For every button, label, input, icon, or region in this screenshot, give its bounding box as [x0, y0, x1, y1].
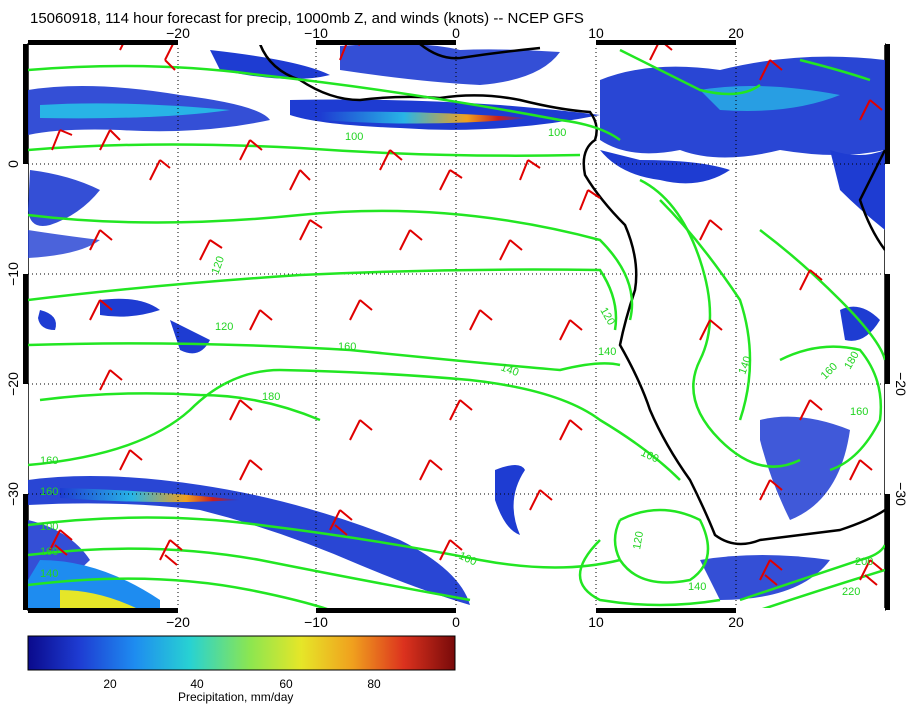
contour-label: 220 — [842, 586, 860, 598]
axis-segment — [736, 608, 885, 613]
axis-segment — [23, 164, 28, 274]
contour-label: 160 — [40, 546, 58, 558]
colorbar-label: Precipitation, mm/day — [178, 690, 294, 704]
axis-segment — [736, 40, 885, 45]
lat-tick: −30 — [5, 482, 21, 506]
contour-label: 100 — [40, 521, 58, 533]
colorbar-ticks: 20 40 60 80 — [103, 677, 381, 691]
contour-label: 140 — [688, 581, 706, 593]
lon-tick: −20 — [166, 25, 190, 41]
coastline-north — [419, 44, 541, 60]
axis-segment — [178, 608, 316, 613]
lat-tick: −20 — [5, 372, 21, 396]
contour-label: 160 — [40, 455, 58, 467]
contour-label: 140 — [598, 346, 616, 358]
lat-tick: −20 — [893, 372, 906, 396]
axis-segment — [23, 384, 28, 494]
lon-tick: −20 — [166, 614, 190, 630]
lat-ticks-left: 0 −10 −20 −30 — [5, 160, 21, 506]
contour-label: 120 — [631, 530, 646, 550]
contour-label: 120 — [215, 321, 233, 333]
map-title: 15060918, 114 hour forecast for precip, … — [30, 10, 584, 27]
lat-tick: −30 — [893, 482, 906, 506]
left-axis-bar — [23, 44, 28, 610]
right-axis-bar — [885, 44, 890, 610]
contour-label: 140 — [737, 355, 755, 376]
contour-label: 140 — [40, 568, 58, 580]
colorbar-tick: 80 — [367, 677, 381, 691]
coastline — [258, 44, 885, 546]
wind-barbs — [49, 44, 883, 586]
contour-label: 160 — [338, 341, 356, 353]
lon-tick: 0 — [452, 25, 460, 41]
contour-label: 160 — [850, 406, 868, 418]
lat-lon-grid — [28, 44, 885, 610]
lat-tick: −10 — [5, 262, 21, 286]
lon-ticks-top: −20 −10 0 10 20 — [166, 25, 744, 41]
contour-label: 120 — [210, 255, 228, 276]
axis-segment — [885, 384, 890, 494]
lon-tick: −10 — [304, 614, 328, 630]
colorbar-tick: 40 — [190, 677, 204, 691]
axis-segment — [456, 608, 596, 613]
axis-segment — [456, 40, 596, 45]
lon-ticks-bottom: −20 −10 0 10 20 — [166, 614, 744, 630]
lon-tick: 20 — [728, 614, 744, 630]
coastline-east — [858, 149, 885, 251]
contour-label: 140 — [499, 362, 520, 380]
lat-tick: 0 — [5, 160, 21, 168]
contour-label: 200 — [855, 556, 873, 568]
lat-ticks-right: −20 −30 — [893, 372, 906, 506]
colorbar — [27, 635, 456, 671]
lon-tick: 0 — [452, 614, 460, 630]
lon-tick: 10 — [588, 25, 604, 41]
lon-tick: −10 — [304, 25, 328, 41]
contour-label: 180 — [262, 391, 280, 403]
axis-segment — [178, 40, 316, 45]
height-contours — [28, 48, 885, 610]
axis-segment — [885, 164, 890, 274]
contour-label: 160 — [40, 486, 58, 498]
colorbar-tick: 20 — [103, 677, 117, 691]
contour-label: 100 — [345, 131, 363, 143]
contour-label: 100 — [548, 127, 566, 139]
lon-tick: 20 — [728, 25, 744, 41]
colorbar-tick: 60 — [279, 677, 293, 691]
lon-tick: 10 — [588, 614, 604, 630]
